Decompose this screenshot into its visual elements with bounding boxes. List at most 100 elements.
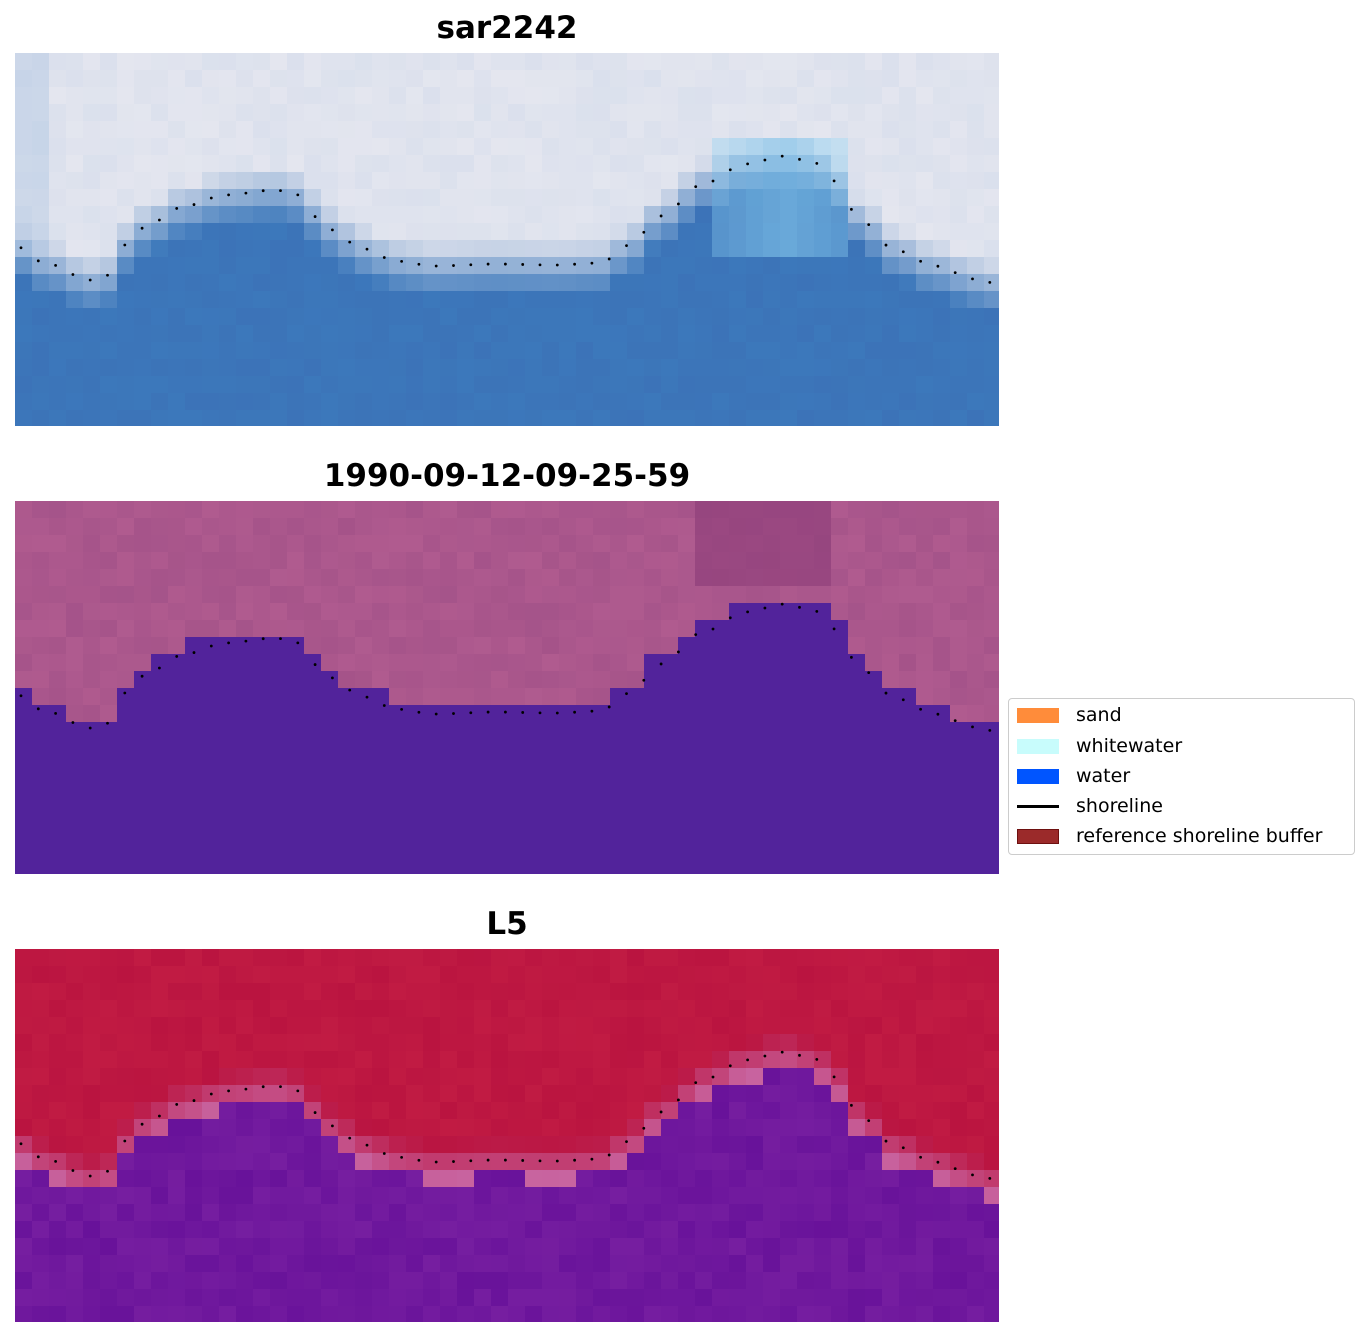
image-pixel [372,1136,390,1154]
image-pixel [338,342,356,360]
image-pixel [321,1221,339,1239]
image-pixel [916,53,934,71]
image-pixel [712,501,730,519]
image-pixel [134,569,152,587]
image-pixel [661,121,679,139]
image-pixel [253,1034,271,1052]
image-pixel [644,393,662,411]
image-pixel [746,671,764,689]
image-pixel [848,671,866,689]
image-pixel [814,966,832,984]
image-pixel [304,104,322,122]
image-pixel [797,189,815,207]
image-pixel [882,70,900,88]
image-pixel [134,949,152,967]
image-pixel [83,739,101,757]
image-pixel [542,983,560,1001]
image-pixel [508,841,526,859]
image-pixel [559,376,577,394]
image-pixel [899,1238,917,1256]
image-pixel [134,603,152,621]
image-pixel [185,189,203,207]
image-pixel [712,966,730,984]
image-pixel [440,841,458,859]
image-pixel [49,1119,67,1137]
image-pixel [508,206,526,224]
image-pixel [355,1017,373,1035]
image-pixel [729,756,747,774]
image-pixel [984,807,999,825]
image-pixel [338,1068,356,1086]
image-pixel [185,671,203,689]
image-pixel [780,206,798,224]
image-pixel [882,1085,900,1103]
image-pixel [525,308,543,326]
image-pixel [270,773,288,791]
shoreline-point [54,1159,57,1163]
image-pixel [304,966,322,984]
image-pixel [542,87,560,105]
image-pixel [151,1306,169,1322]
image-pixel [83,824,101,842]
image-pixel [83,790,101,808]
image-pixel [219,518,237,536]
image-pixel [32,671,50,689]
image-pixel [627,155,645,173]
image-pixel [916,376,934,394]
image-pixel [797,603,815,621]
image-pixel [202,1204,220,1222]
image-pixel [678,949,696,967]
image-pixel [712,983,730,1001]
image-pixel [253,535,271,553]
image-pixel [661,739,679,757]
image-pixel [729,342,747,360]
image-pixel [814,518,832,536]
image-pixel [491,1034,509,1052]
image-pixel [168,1272,186,1290]
image-pixel [882,949,900,967]
image-pixel [763,121,781,139]
image-pixel [559,688,577,706]
shoreline-point [36,707,40,711]
image-pixel [559,949,577,967]
image-pixel [304,1255,322,1273]
image-pixel [83,138,101,156]
image-pixel [32,376,50,394]
image-pixel [865,121,883,139]
shoreline-point [538,1159,542,1163]
image-pixel [491,756,509,774]
shoreline-point [175,655,179,658]
shoreline-point [452,1160,455,1163]
image-pixel [916,858,934,874]
image-pixel [355,1187,373,1205]
image-pixel [950,1068,968,1086]
image-pixel [15,552,33,570]
image-pixel [117,603,135,621]
image-pixel [134,1255,152,1273]
image-pixel [491,138,509,156]
image-pixel [916,257,934,275]
image-pixel [950,257,968,275]
image-pixel [321,858,339,874]
image-pixel [678,756,696,774]
image-pixel [525,240,543,258]
image-pixel [491,1289,509,1307]
image-pixel [355,807,373,825]
image-pixel [967,410,985,426]
image-pixel [321,949,339,967]
image-pixel [780,620,798,638]
image-pixel [49,325,67,343]
image-pixel [882,121,900,139]
image-pixel [576,654,594,672]
image-pixel [831,172,849,190]
image-pixel [83,773,101,791]
image-pixel [508,807,526,825]
image-pixel [321,773,339,791]
image-pixel [576,1204,594,1222]
image-pixel [525,155,543,173]
image-pixel [712,376,730,394]
image-pixel [661,223,679,241]
image-pixel [49,858,67,874]
shoreline-point [417,262,421,266]
image-pixel [474,949,492,967]
